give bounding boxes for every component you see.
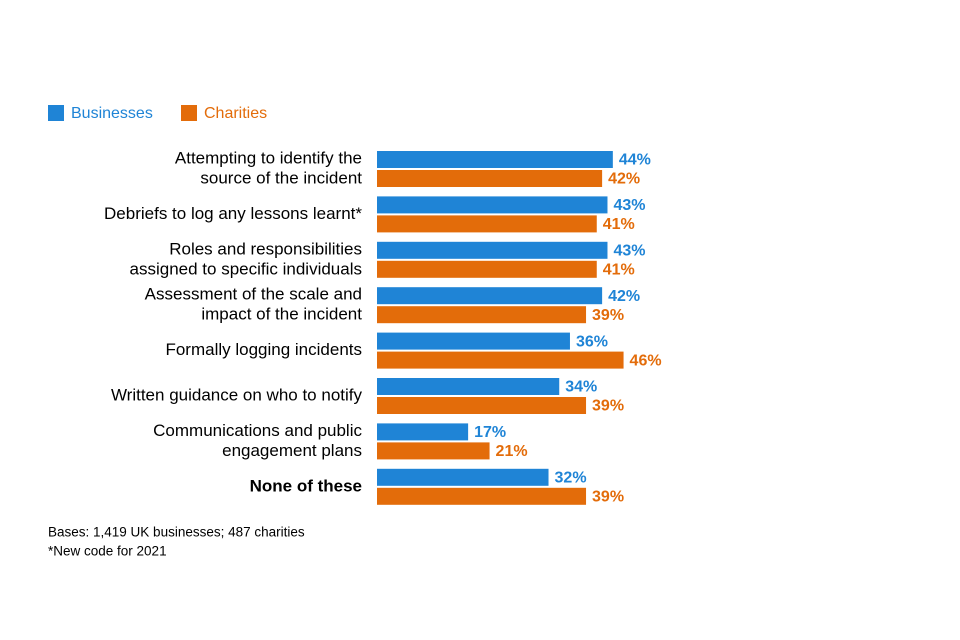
note: *New code for 2021 (48, 544, 167, 559)
bar (377, 151, 613, 168)
value-label: 17% (474, 424, 506, 441)
bar (377, 196, 608, 214)
category-label: Attempting to identify the (175, 148, 362, 167)
bar (377, 487, 587, 505)
value-label: 34% (565, 379, 597, 396)
value-label: 39% (592, 307, 624, 324)
bar (377, 378, 560, 395)
bar (377, 215, 597, 233)
category-label: Assessment of the scale and (145, 285, 362, 304)
category-label: Communications and public (153, 421, 362, 440)
bar (377, 397, 587, 414)
category-label: Formally logging incidents (165, 340, 362, 359)
value-label: 42% (608, 288, 640, 305)
value-label: 43% (613, 243, 645, 260)
category-label: Roles and responsibilities (169, 239, 362, 258)
bar (377, 442, 490, 460)
bar (377, 423, 469, 441)
value-label: 41% (603, 216, 635, 233)
category-label: source of the incident (200, 168, 362, 187)
value-label: 44% (619, 152, 651, 169)
bar (377, 468, 549, 486)
category-label: assigned to specific individuals (130, 259, 362, 278)
legend-label: Charities (204, 105, 267, 122)
bar (377, 351, 624, 369)
bar (377, 170, 603, 187)
note: Bases: 1,419 UK businesses; 487 charitie… (48, 525, 305, 540)
value-label: 21% (496, 443, 528, 460)
bar (377, 287, 603, 305)
value-label: 43% (613, 197, 645, 214)
bar (377, 306, 587, 324)
value-label: 32% (555, 470, 587, 487)
value-label: 42% (608, 171, 640, 188)
legend-label: Businesses (71, 105, 153, 122)
category-label: None of these (250, 476, 362, 495)
value-label: 46% (630, 352, 662, 369)
category-label: Debriefs to log any lessons learnt* (104, 204, 362, 223)
category-label: impact of the incident (201, 305, 362, 324)
value-label: 39% (592, 489, 624, 506)
category-label: engagement plans (222, 441, 362, 460)
bar (377, 241, 608, 259)
legend-swatch (48, 105, 64, 121)
bar (377, 332, 570, 350)
bar (377, 260, 597, 278)
legend-swatch (181, 105, 197, 121)
value-label: 36% (576, 333, 608, 350)
value-label: 39% (592, 398, 624, 415)
value-label: 41% (603, 262, 635, 279)
category-label: Written guidance on who to notify (111, 385, 363, 404)
